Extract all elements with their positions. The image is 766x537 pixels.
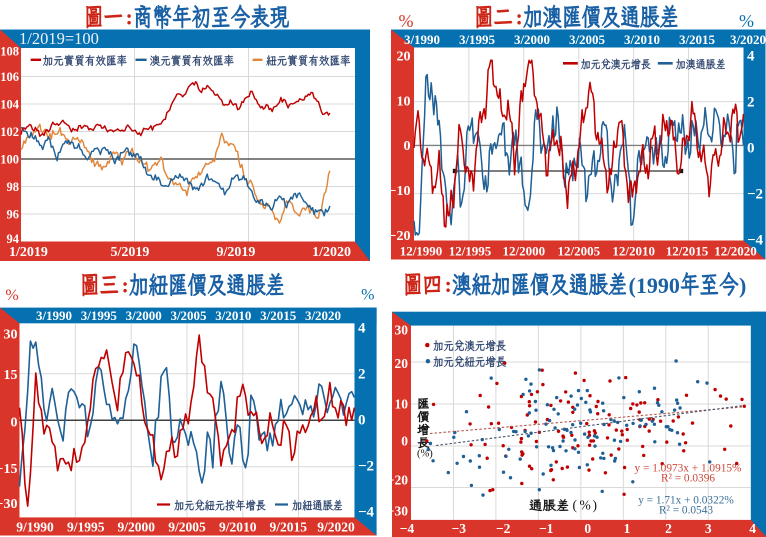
- svg-text:10: 10: [397, 94, 411, 109]
- svg-text:%: %: [739, 11, 754, 31]
- svg-text:%: %: [399, 11, 414, 31]
- svg-text:100: 100: [0, 152, 19, 166]
- svg-text:4: 4: [749, 521, 756, 536]
- svg-text:12/2015: 12/2015: [666, 244, 709, 259]
- svg-text::: :: [516, 5, 523, 30]
- svg-text:94: 94: [7, 232, 20, 246]
- svg-text:−2: −2: [358, 459, 374, 475]
- svg-text:R² = 0.0543: R² = 0.0543: [659, 505, 713, 517]
- svg-text:9/2015: 9/2015: [270, 520, 308, 535]
- svg-text:−20: −20: [389, 229, 411, 244]
- svg-text:−2: −2: [496, 521, 511, 536]
- svg-text:3/2010: 3/2010: [624, 32, 660, 47]
- svg-text:−4: −4: [400, 521, 415, 536]
- svg-text:3/2015: 3/2015: [679, 32, 716, 47]
- svg-text:3/2010: 3/2010: [215, 308, 251, 323]
- svg-text::: :: [126, 5, 133, 30]
- svg-text:−2: −2: [747, 187, 763, 203]
- svg-text:−3: −3: [452, 521, 467, 536]
- svg-text:3/1990: 3/1990: [404, 32, 440, 47]
- svg-text:3/2000: 3/2000: [514, 32, 550, 47]
- svg-text:20: 20: [397, 49, 411, 64]
- svg-text:3/2005: 3/2005: [569, 32, 606, 47]
- svg-text:10: 10: [395, 397, 409, 412]
- svg-text:9/1995: 9/1995: [67, 520, 105, 535]
- svg-text:3/1995: 3/1995: [81, 308, 118, 323]
- svg-text:4: 4: [358, 321, 366, 337]
- svg-text:3/2015: 3/2015: [260, 308, 297, 323]
- svg-text::: :: [122, 273, 129, 298]
- svg-text:−30: −30: [387, 503, 408, 518]
- svg-text:y = 1.0973x + 1.0915%: y = 1.0973x + 1.0915%: [635, 463, 742, 475]
- svg-text:2: 2: [747, 95, 755, 111]
- svg-text:1/2020: 1/2020: [312, 245, 351, 260]
- svg-text:104: 104: [0, 97, 20, 111]
- svg-text:9/2019: 9/2019: [217, 245, 256, 260]
- svg-text:12/2005: 12/2005: [557, 244, 600, 259]
- svg-text:−10: −10: [389, 184, 411, 199]
- svg-text::: :: [445, 272, 452, 297]
- svg-text:12/2010: 12/2010: [612, 244, 655, 259]
- svg-text:R² = 0.0396: R² = 0.0396: [661, 473, 715, 485]
- svg-text:2: 2: [665, 521, 672, 536]
- svg-text:%: %: [5, 287, 18, 304]
- svg-text:12/1995: 12/1995: [449, 244, 492, 259]
- svg-text:): ): [739, 273, 746, 298]
- svg-text:3/2005: 3/2005: [170, 308, 207, 323]
- svg-text:98: 98: [7, 180, 20, 194]
- svg-text:1/2019: 1/2019: [9, 245, 48, 260]
- svg-text:3/1990: 3/1990: [36, 308, 72, 323]
- svg-text:3/2020: 3/2020: [730, 32, 766, 47]
- svg-text:%: %: [361, 287, 374, 304]
- svg-text:(: (: [573, 498, 578, 513]
- svg-text:12/2020: 12/2020: [714, 244, 757, 259]
- svg-text:9/2005: 9/2005: [168, 520, 206, 535]
- svg-text:3/2000: 3/2000: [126, 308, 162, 323]
- svg-text:0: 0: [358, 413, 366, 429]
- svg-text:2: 2: [358, 367, 366, 383]
- svg-text:−4: −4: [358, 505, 375, 521]
- svg-text:0: 0: [584, 521, 591, 536]
- svg-text:3/2020: 3/2020: [305, 308, 341, 323]
- svg-text:96: 96: [7, 207, 20, 221]
- svg-text:1: 1: [624, 521, 631, 536]
- svg-text:9/2020: 9/2020: [317, 520, 355, 535]
- svg-text:−15: −15: [0, 462, 18, 477]
- svg-text:9/2010: 9/2010: [219, 520, 257, 535]
- svg-text:9/1990: 9/1990: [16, 520, 54, 535]
- svg-text:−20: −20: [387, 472, 408, 487]
- svg-text:20: 20: [395, 356, 409, 371]
- svg-text:106: 106: [0, 70, 19, 84]
- svg-text:102: 102: [0, 125, 19, 139]
- svg-text:%: %: [580, 498, 591, 513]
- svg-text:3: 3: [705, 521, 712, 536]
- svg-text:30: 30: [395, 323, 409, 338]
- svg-text:(1990: (1990: [629, 273, 680, 298]
- svg-text:−4: −4: [747, 233, 764, 249]
- svg-text:0: 0: [404, 139, 411, 154]
- svg-text:9/2000: 9/2000: [118, 520, 156, 535]
- svg-text:): ): [593, 498, 598, 513]
- svg-text:0: 0: [747, 141, 755, 157]
- svg-text:12/2000: 12/2000: [502, 244, 545, 259]
- svg-text:1/2019=100: 1/2019=100: [19, 29, 99, 48]
- svg-text:y = 1.71x + 0.0322%: y = 1.71x + 0.0322%: [638, 495, 734, 507]
- svg-text:−1: −1: [539, 521, 554, 536]
- svg-text:4: 4: [747, 49, 755, 65]
- svg-text:0: 0: [11, 416, 18, 431]
- svg-text:30: 30: [4, 328, 18, 343]
- svg-text:3/1995: 3/1995: [459, 32, 496, 47]
- svg-text:0: 0: [401, 434, 408, 449]
- svg-text:−30: −30: [0, 497, 18, 512]
- svg-text:(%): (%): [417, 449, 433, 460]
- svg-text:15: 15: [4, 368, 18, 383]
- svg-text:108: 108: [0, 45, 19, 59]
- svg-text:12/1990: 12/1990: [400, 244, 443, 259]
- svg-text:5/2019: 5/2019: [111, 245, 150, 260]
